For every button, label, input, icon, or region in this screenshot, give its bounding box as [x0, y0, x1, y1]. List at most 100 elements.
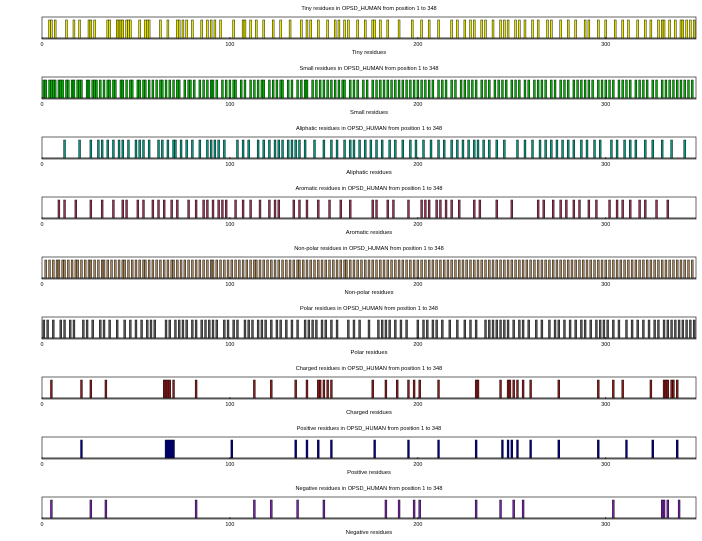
bar-residue-276	[559, 199, 562, 219]
bar-residue-73	[178, 19, 181, 39]
bar-residue-252	[514, 259, 517, 279]
bar-residue-204	[424, 259, 427, 279]
bar-residue-73	[178, 319, 181, 339]
bar-residue-168	[356, 19, 359, 39]
bar-residue-328	[657, 259, 660, 279]
bar-residue-280	[567, 79, 570, 99]
bar-residue-115	[256, 79, 260, 99]
bar-residue-134	[292, 259, 295, 279]
bar-residue-97	[223, 259, 226, 279]
bar-residue-168	[356, 259, 359, 279]
bar-residue-99	[226, 319, 230, 339]
bar-residue-105	[238, 259, 241, 279]
bar-residue-211	[437, 439, 440, 459]
bar-residue-8	[55, 259, 59, 279]
bar-residue-340	[679, 19, 683, 39]
bar-residue-184	[386, 199, 389, 219]
bar-residue-82	[194, 499, 198, 519]
bar-residue-169	[358, 319, 361, 339]
bar-residue-240	[491, 319, 495, 339]
bar-residue-330	[661, 19, 664, 39]
bar-residue-240	[491, 19, 495, 39]
bar-residue-118	[262, 139, 265, 159]
bar-residue-244	[499, 19, 502, 39]
bar-residue-58	[149, 319, 153, 339]
bar-residue-232	[476, 139, 480, 159]
bar-residue-157	[335, 259, 339, 279]
bar-residue-112	[251, 319, 254, 339]
bar-residue-325	[651, 79, 654, 99]
bar-residue-40	[116, 19, 119, 39]
bar-residue-296	[597, 379, 600, 399]
bar-residue-313	[629, 199, 632, 219]
bar-residue-123	[271, 19, 275, 39]
bar-residue-241	[493, 79, 497, 99]
bar-residue-173	[365, 79, 369, 99]
bar-residue-45	[125, 79, 128, 99]
bar-residue-91	[211, 79, 215, 99]
bar-residue-26	[89, 259, 93, 279]
bar-residue-150	[322, 139, 326, 159]
bar-residue-206	[427, 19, 431, 39]
bar-residue-202	[420, 79, 423, 99]
bar-residue-138	[300, 19, 303, 39]
bar-residue-183	[384, 499, 388, 519]
bar-residue-246	[503, 259, 506, 279]
bar-residue-298	[600, 259, 604, 279]
bar-residue-156	[334, 19, 337, 39]
bar-residue-298	[600, 79, 604, 99]
bar-residue-211	[437, 19, 440, 39]
bar-residue-141	[305, 379, 309, 399]
x-tick-label: 0	[41, 342, 44, 348]
bar-residue-166	[352, 319, 356, 339]
bar-residue-108	[243, 79, 247, 99]
bar-residue-25	[87, 259, 91, 279]
panel-5: Polar residues in OPSD_HUMAN from positi…	[41, 306, 697, 356]
bar-residue-127	[279, 19, 282, 39]
bar-residue-306	[615, 259, 619, 279]
bar-residue-150	[322, 79, 326, 99]
bar-residue-302	[608, 199, 611, 219]
bar-residue-198	[412, 259, 416, 279]
bar-residue-217	[448, 319, 451, 339]
panel-3: Aromatic residues in OPSD_HUMAN from pos…	[41, 186, 697, 236]
bar-residue-184	[386, 19, 389, 39]
bar-residue-55	[144, 259, 147, 279]
bar-residue-46	[127, 19, 130, 39]
bar-residue-154	[330, 319, 333, 339]
x-tick-label: 100	[225, 162, 234, 168]
bar-residue-85	[200, 19, 203, 39]
bar-residue-5	[50, 379, 53, 399]
bar-residue-330	[661, 259, 664, 279]
bar-residue-213	[441, 79, 444, 99]
x-tick-label: 100	[225, 282, 234, 288]
bar-residue-203	[422, 319, 425, 339]
bar-residue-9	[57, 259, 61, 279]
bar-residue-85	[200, 319, 203, 339]
bar-residue-253	[516, 139, 519, 159]
bar-residue-278	[563, 79, 566, 99]
bar-residue-321	[644, 139, 647, 159]
bar-residue-88	[206, 139, 209, 159]
bar-residue-265	[538, 139, 542, 159]
bar-residue-124	[273, 139, 277, 159]
bar-residue-75	[181, 319, 185, 339]
bar-residue-275	[557, 319, 560, 339]
bar-residue-13	[65, 19, 68, 39]
bar-residue-39	[114, 259, 117, 279]
bar-residue-309	[621, 79, 624, 99]
bar-residue-297	[598, 319, 602, 339]
bar-residue-190	[397, 499, 401, 519]
bar-residue-35	[106, 259, 109, 279]
bar-residue-169	[358, 139, 361, 159]
bar-residue-202	[420, 19, 423, 39]
bar-residue-4	[48, 19, 51, 39]
bar-residue-125	[275, 319, 279, 339]
bar-residue-250	[510, 79, 513, 99]
panel-title: Charged residues in OPSD_HUMAN from posi…	[296, 366, 442, 372]
bar-residue-322	[645, 79, 649, 99]
bar-residue-238	[488, 319, 491, 339]
bar-residue-48	[131, 259, 134, 279]
bar-residue-70	[172, 439, 175, 459]
bar-residue-145	[313, 259, 316, 279]
